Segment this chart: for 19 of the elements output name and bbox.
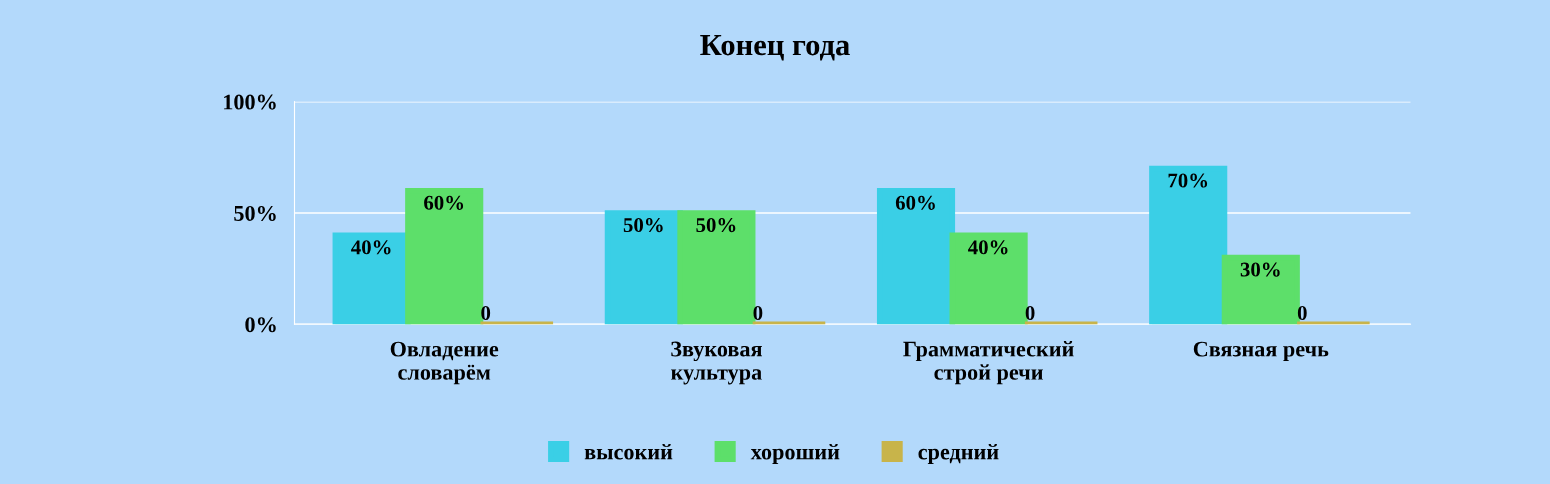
chart-title: Конец года	[700, 35, 850, 61]
data-label: 60%	[895, 195, 935, 210]
x-tick-label: Связная речь	[1193, 341, 1329, 362]
legend-label: средний	[918, 443, 999, 464]
data-label: 70%	[1168, 173, 1208, 188]
y-tick-label: 0%	[245, 317, 276, 333]
y-tick-label: 50%	[234, 205, 276, 221]
x-tick-label: Грамматический строй речи	[903, 341, 1074, 385]
data-label: 40%	[351, 240, 391, 255]
x-tick-label: Овладение словарём	[390, 341, 499, 385]
data-label: 50%	[623, 218, 663, 233]
y-tick-label: 100%	[224, 94, 276, 110]
data-label: 50%	[696, 218, 736, 233]
legend-label: высокий	[584, 443, 673, 460]
data-label: 30%	[1240, 262, 1280, 277]
x-tick-label: Звуковая культура	[671, 341, 762, 385]
data-label: 60%	[424, 195, 464, 210]
data-label: 40%	[968, 240, 1008, 255]
legend-label: хороший	[750, 443, 840, 464]
